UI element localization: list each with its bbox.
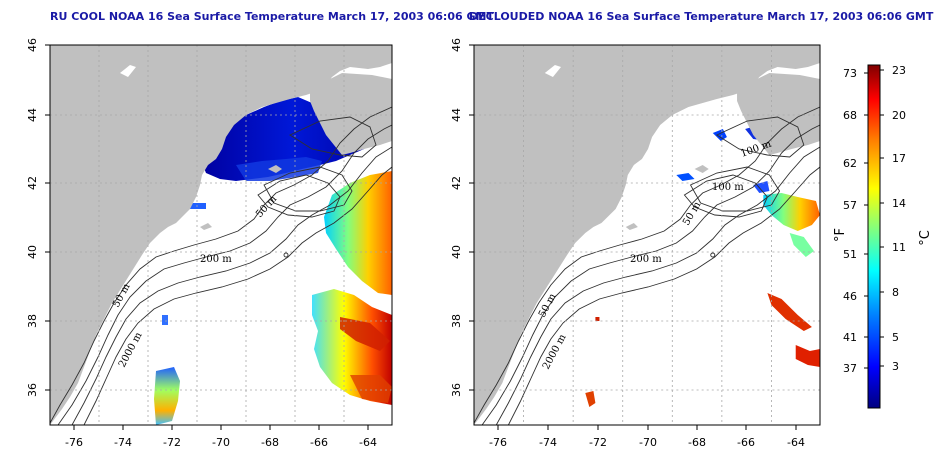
colorbar-f-tick: 62 (843, 157, 857, 170)
right-contour-label-200m: 200 m (630, 254, 662, 265)
left-lon-axis: -76 -74 -72 -70 -68 -66 -64 (65, 436, 377, 449)
lon-tick: -68 (261, 436, 279, 449)
sst-hot-streak-1 (767, 293, 812, 331)
lat-tick: 40 (26, 245, 39, 259)
colorbar-c-tick: 3 (892, 360, 899, 373)
sst-warm-patch-north (324, 171, 392, 295)
lon-tick: -74 (539, 436, 557, 449)
fahrenheit-unit-label: °F (833, 228, 848, 242)
lat-tick: 42 (450, 176, 463, 190)
right-contour-label-100m: 100 m (712, 182, 744, 193)
lat-tick: 44 (26, 108, 39, 122)
colorbar: 73 68 62 57 51 46 41 37 23 20 17 14 11 8… (833, 64, 933, 409)
lat-tick: 44 (450, 108, 463, 122)
colorbar-c-tick: 14 (892, 197, 906, 210)
lon-tick: -64 (787, 436, 805, 449)
colorbar-c-tick: 5 (892, 331, 899, 344)
lon-tick: -66 (737, 436, 755, 449)
right-lat-axis: 46 44 42 40 38 36 (450, 38, 463, 397)
left-lat-axis: 46 44 42 40 38 36 (26, 38, 39, 397)
sst-hot-streak-2 (795, 345, 820, 367)
lon-tick: -72 (163, 436, 181, 449)
lat-tick: 36 (450, 383, 463, 397)
left-map: 50 m 200 m 50 m 2000 m (49, 44, 393, 426)
colorbar-c-tick: 20 (892, 109, 906, 122)
lon-tick: -68 (688, 436, 706, 449)
colorbar-f-tick: 51 (843, 248, 857, 261)
lat-tick: 46 (450, 38, 463, 52)
right-lon-axis: -76 -74 -72 -70 -68 -66 -64 (489, 436, 805, 449)
lon-tick: -70 (212, 436, 230, 449)
lon-tick: -76 (65, 436, 83, 449)
colorbar-f-tick: 68 (843, 109, 857, 122)
sst-warm-patch (763, 193, 820, 231)
colorbar-f-tick: 41 (843, 331, 857, 344)
colorbar-c-tick: 23 (892, 64, 906, 77)
left-contour-label-200m: 200 m (200, 254, 232, 265)
lat-tick: 40 (450, 245, 463, 259)
lat-tick: 38 (26, 314, 39, 328)
colorbar-f-tick: 37 (843, 362, 857, 375)
lon-tick: -74 (114, 436, 132, 449)
lat-tick: 36 (26, 383, 39, 397)
lat-tick: 42 (26, 176, 39, 190)
lat-tick: 46 (26, 38, 39, 52)
colorbar-f-tick: 46 (843, 290, 857, 303)
colorbar-gradient (867, 64, 881, 409)
right-map: 100 m 100 m 50 m 200 m 50 m 2000 m (473, 44, 821, 426)
left-panel-title: RU COOL NOAA 16 Sea Surface Temperature … (50, 10, 494, 23)
lat-tick: 38 (450, 314, 463, 328)
lon-tick: -76 (489, 436, 507, 449)
lon-tick: -70 (639, 436, 657, 449)
lon-tick: -64 (359, 436, 377, 449)
colorbar-c-tick: 11 (892, 241, 906, 254)
celsius-unit-label: °C (918, 230, 933, 246)
sst-strip (154, 367, 180, 425)
right-panel-title: DECLOUDED NOAA 16 Sea Surface Temperatur… (469, 10, 934, 23)
lon-tick: -72 (589, 436, 607, 449)
colorbar-c-tick: 8 (892, 286, 899, 299)
colorbar-f-tick: 73 (843, 67, 857, 80)
lon-tick: -66 (310, 436, 328, 449)
colorbar-f-tick: 57 (843, 199, 857, 212)
colorbar-c-tick: 17 (892, 152, 906, 165)
